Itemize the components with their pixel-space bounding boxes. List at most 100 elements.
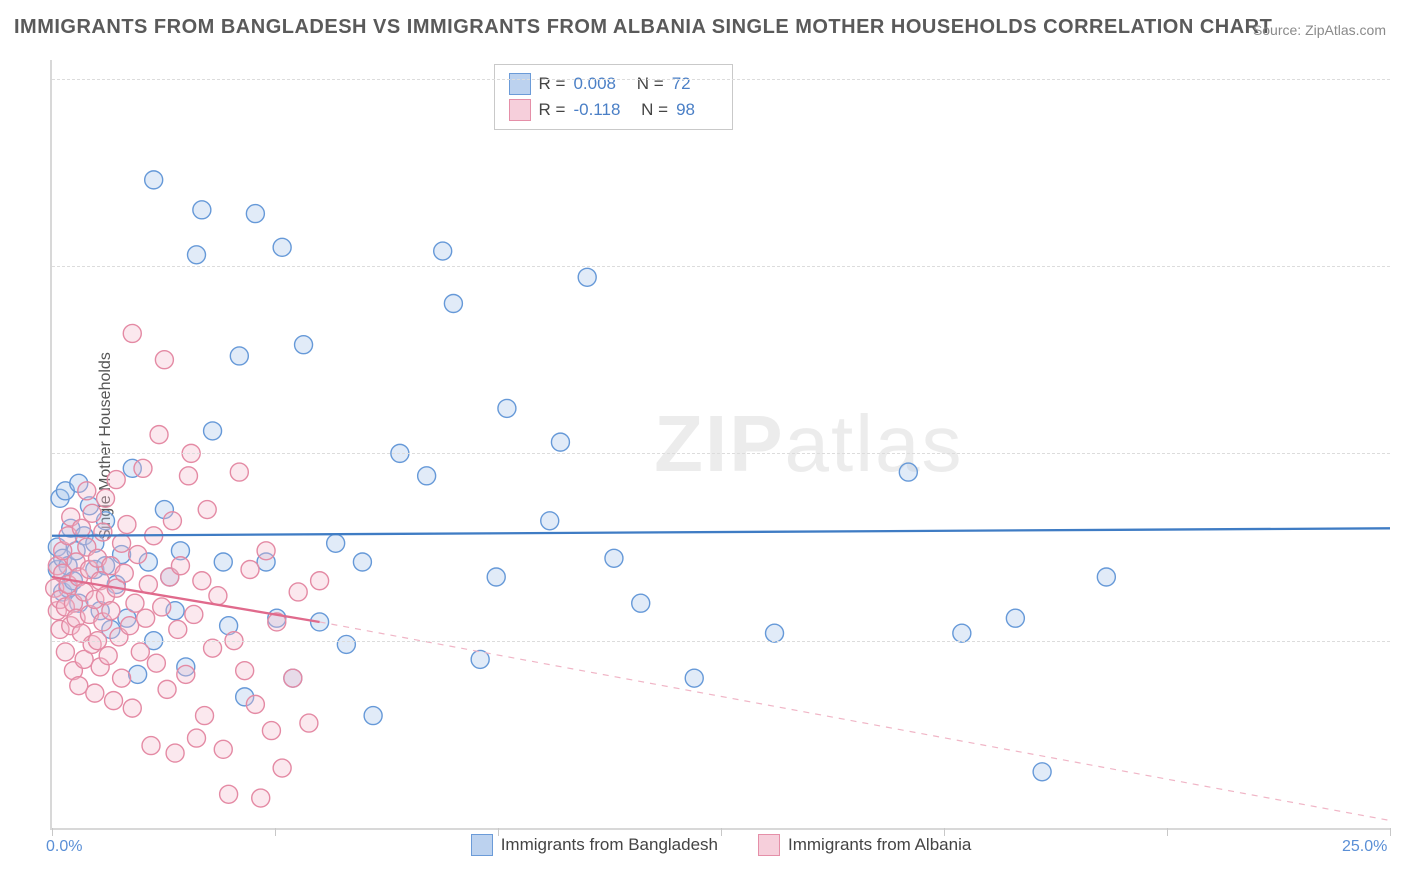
data-point	[123, 324, 141, 342]
data-point	[578, 268, 596, 286]
data-point	[99, 647, 117, 665]
data-point	[150, 426, 168, 444]
legend-label: Immigrants from Bangladesh	[501, 835, 718, 855]
data-point	[295, 336, 313, 354]
series-legend: Immigrants from Bangladesh Immigrants fro…	[52, 834, 1390, 856]
data-point	[236, 662, 254, 680]
gridline-h	[52, 453, 1390, 454]
data-point	[230, 463, 248, 481]
data-point	[139, 575, 157, 593]
data-point	[169, 620, 187, 638]
chart-svg	[52, 60, 1390, 828]
data-point	[444, 295, 462, 313]
data-point	[196, 707, 214, 725]
data-point	[118, 516, 136, 534]
data-point	[193, 572, 211, 590]
data-point	[632, 594, 650, 612]
data-point	[487, 568, 505, 586]
data-point	[273, 238, 291, 256]
data-point	[155, 351, 173, 369]
data-point	[327, 534, 345, 552]
gridline-h	[52, 79, 1390, 80]
data-point	[273, 759, 291, 777]
source-label: Source:	[1253, 22, 1301, 38]
data-point	[246, 205, 264, 223]
data-point	[177, 665, 195, 683]
data-point	[246, 695, 264, 713]
data-point	[158, 680, 176, 698]
data-point	[123, 699, 141, 717]
data-point	[953, 624, 971, 642]
data-point	[220, 785, 238, 803]
data-point	[434, 242, 452, 260]
data-point	[1006, 609, 1024, 627]
data-point	[364, 707, 382, 725]
chart-title: IMMIGRANTS FROM BANGLADESH VS IMMIGRANTS…	[14, 16, 1272, 39]
ytick-label: 5.0%	[1398, 632, 1406, 650]
data-point	[86, 684, 104, 702]
data-point	[685, 669, 703, 687]
data-point	[541, 512, 559, 530]
data-point	[214, 740, 232, 758]
data-point	[166, 744, 184, 762]
ytick-label: 20.0%	[1398, 70, 1406, 88]
ytick-label: 10.0%	[1398, 444, 1406, 462]
data-point	[126, 594, 144, 612]
data-point	[70, 677, 88, 695]
data-point	[137, 609, 155, 627]
data-point	[56, 643, 74, 661]
data-point	[188, 729, 206, 747]
chart-container: IMMIGRANTS FROM BANGLADESH VS IMMIGRANTS…	[0, 0, 1406, 892]
data-point	[241, 561, 259, 579]
data-point	[78, 482, 96, 500]
data-point	[83, 504, 101, 522]
data-point	[257, 542, 275, 560]
data-point	[899, 463, 917, 481]
data-point	[766, 624, 784, 642]
data-point	[605, 549, 623, 567]
data-point	[311, 572, 329, 590]
source-value: ZipAtlas.com	[1305, 22, 1386, 38]
ytick-label: 15.0%	[1398, 257, 1406, 275]
data-point	[163, 512, 181, 530]
legend-swatch	[471, 834, 493, 856]
gridline-h	[52, 641, 1390, 642]
data-point	[204, 639, 222, 657]
data-point	[145, 171, 163, 189]
data-point	[134, 459, 152, 477]
data-point	[129, 546, 147, 564]
data-point	[102, 602, 120, 620]
data-point	[193, 201, 211, 219]
data-point	[252, 789, 270, 807]
data-point	[121, 617, 139, 635]
gridline-h	[52, 266, 1390, 267]
data-point	[147, 654, 165, 672]
trend-line	[52, 528, 1390, 535]
data-point	[97, 489, 115, 507]
data-point	[94, 523, 112, 541]
data-point	[115, 564, 133, 582]
xtick	[1390, 828, 1391, 836]
data-point	[171, 557, 189, 575]
data-point	[418, 467, 436, 485]
legend-swatch	[758, 834, 780, 856]
legend-item: Immigrants from Albania	[758, 834, 971, 856]
data-point	[185, 605, 203, 623]
data-point	[230, 347, 248, 365]
data-point	[300, 714, 318, 732]
data-point	[153, 598, 171, 616]
data-point	[498, 399, 516, 417]
data-point	[337, 635, 355, 653]
data-point	[142, 737, 160, 755]
data-point	[262, 722, 280, 740]
plot-area: ZIPatlas R = 0.008 N = 72 R = -0.118 N =…	[50, 60, 1390, 830]
data-point	[107, 471, 125, 489]
data-point	[1097, 568, 1115, 586]
data-point	[204, 422, 222, 440]
data-point	[289, 583, 307, 601]
data-point	[131, 643, 149, 661]
data-point	[284, 669, 302, 687]
data-point	[1033, 763, 1051, 781]
data-point	[179, 467, 197, 485]
data-point	[113, 669, 131, 687]
